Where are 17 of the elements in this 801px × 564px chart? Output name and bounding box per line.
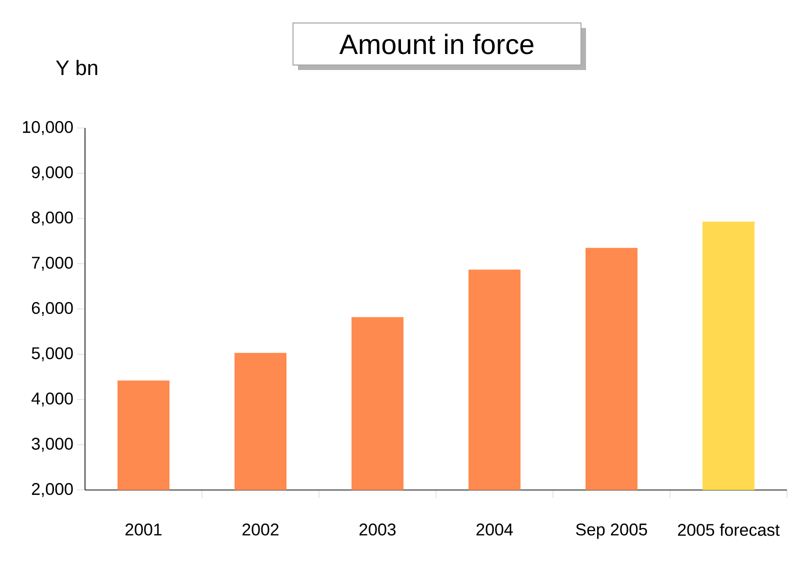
x-tick-label: 2004: [476, 524, 513, 536]
x-tick-label: 2001: [126, 524, 162, 536]
chart-title: Amount in force: [339, 34, 534, 54]
y-tick-label: 2,000: [32, 482, 73, 497]
y-tick-label: 9,000: [32, 166, 73, 180]
y-tick-label: 5,000: [32, 347, 73, 362]
y-tick-label: 7,000: [32, 256, 73, 271]
y-tick-label: 10,000: [22, 120, 73, 135]
y-tick-label: 8,000: [32, 211, 73, 226]
y-tick-label: 3,000: [32, 438, 73, 452]
y-axis-title: Y bn: [56, 60, 98, 76]
x-tick-label: 2003: [360, 524, 396, 536]
x-tick-label: Sep 2005: [576, 524, 648, 539]
x-tick-label: 2002: [242, 524, 278, 536]
x-tick-label: 2005 forecast: [678, 524, 780, 536]
y-tick-label: 4,000: [31, 392, 73, 406]
y-tick-label: 6,000: [32, 302, 73, 316]
